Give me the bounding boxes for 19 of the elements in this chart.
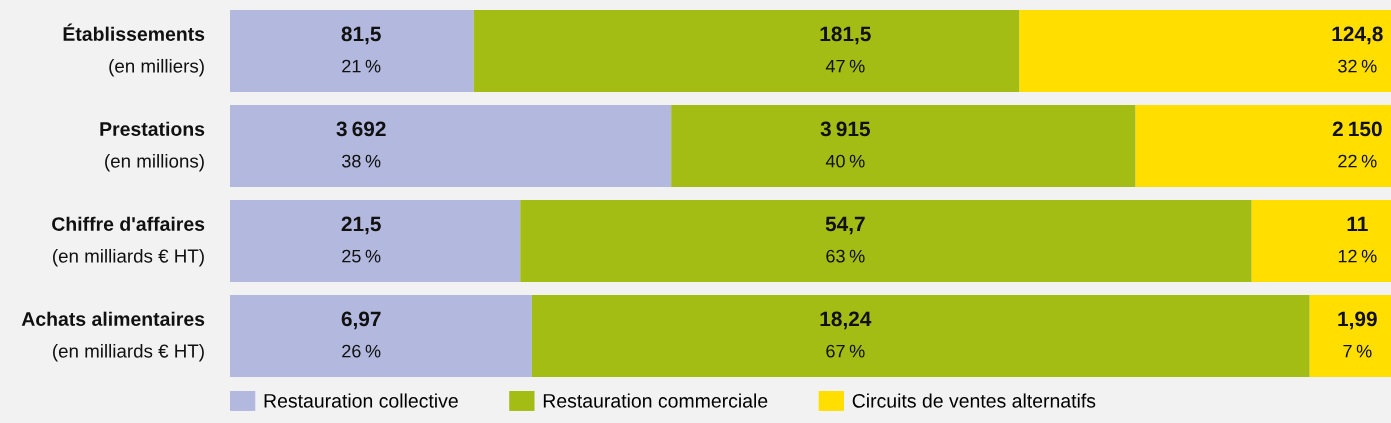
y-tick-label: Chiffre d'affaires (en milliards € HT): [52, 216, 205, 267]
data-label: 21,5 25 %: [341, 216, 381, 263]
data-label: 1,99 7 %: [1338, 311, 1377, 358]
data-label: 81,5 21 %: [341, 26, 381, 73]
data-label: 2 150 22 %: [1332, 121, 1382, 168]
data-label: 11 12 %: [1338, 216, 1377, 263]
y-tick-label: Établissements (en milliers): [63, 23, 205, 77]
data-label: 181,5 47 %: [820, 26, 871, 73]
data-label: 124,8 32 %: [1332, 26, 1383, 73]
legend-label: Circuits de ventes alternatifs: [852, 393, 1096, 408]
data-label: 3 915 40 %: [820, 121, 871, 168]
data-label: 18,24 67 %: [820, 311, 872, 358]
data-label: 6,97 26 %: [341, 311, 381, 358]
y-tick-label: Achats alimentaires (en milliards € HT): [21, 311, 205, 362]
y-tick-label: Prestations (en millions): [100, 121, 205, 172]
data-label: 54,7 63 %: [825, 216, 865, 263]
legend-label: Restauration commerciale: [543, 393, 768, 408]
legend-label: Restauration collective: [264, 393, 458, 408]
data-label: 3 692 38 %: [336, 121, 386, 168]
